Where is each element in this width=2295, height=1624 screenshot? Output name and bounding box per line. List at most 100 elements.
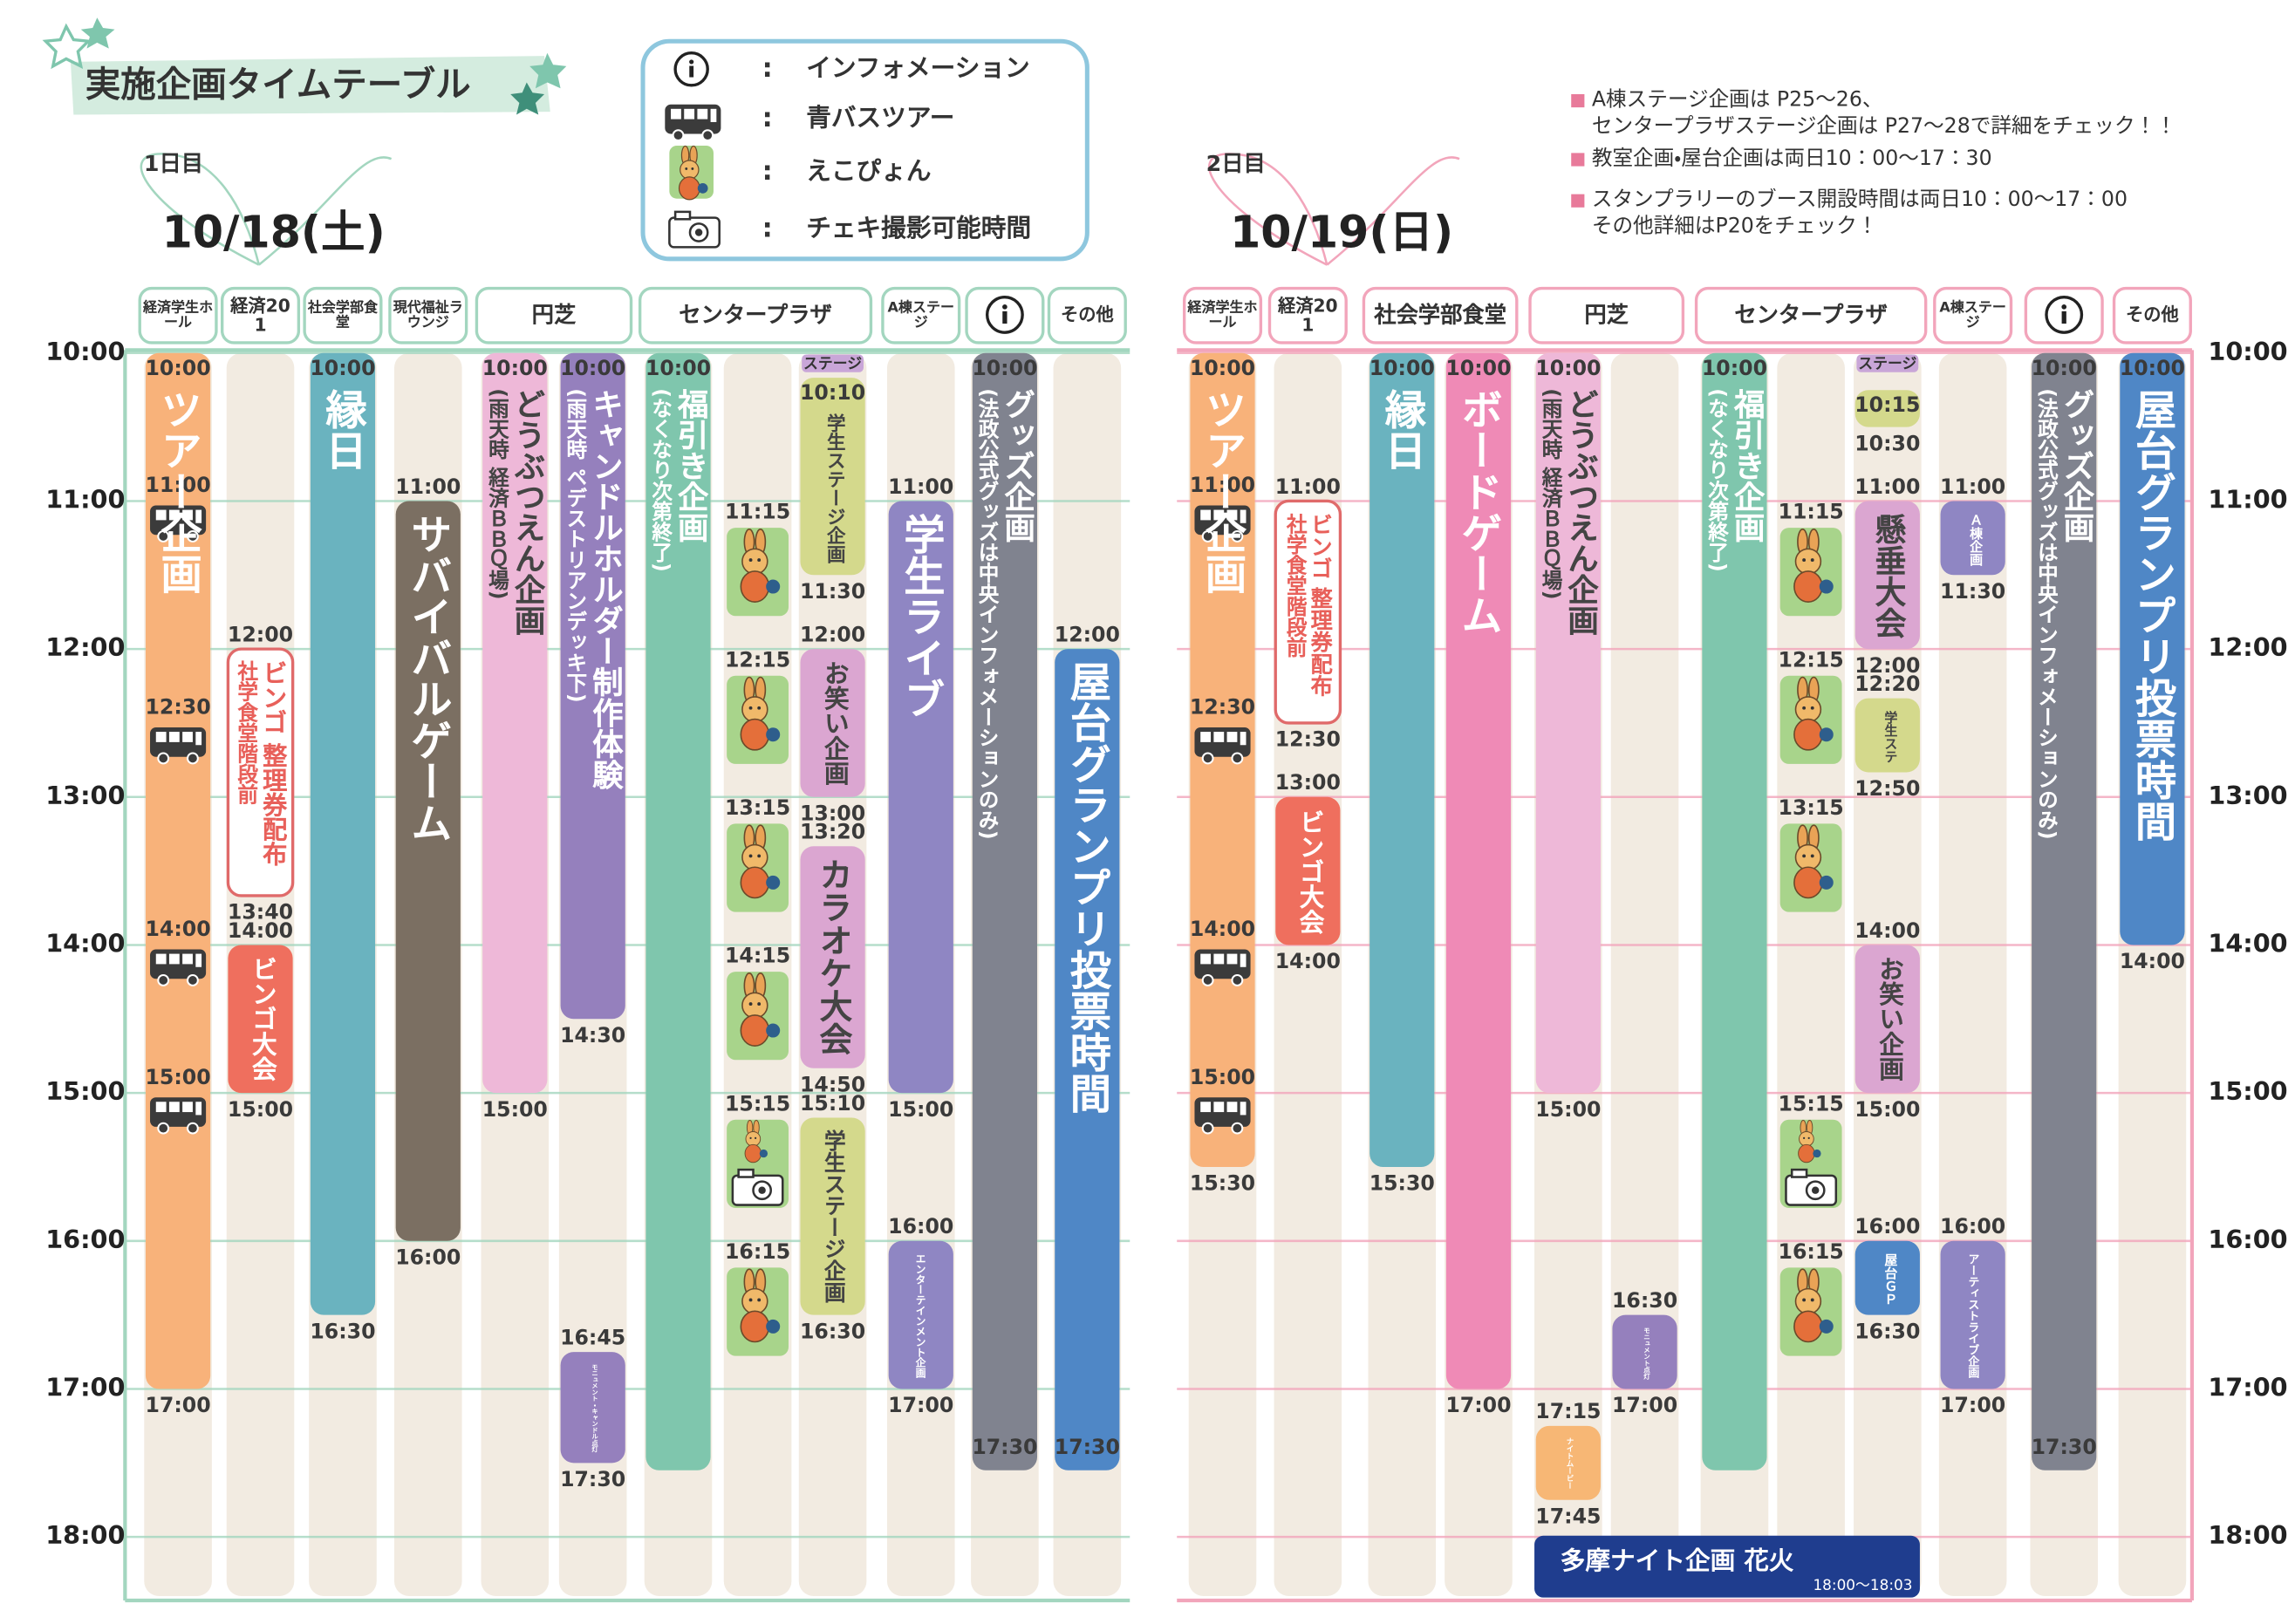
head <box>680 160 700 180</box>
ekopyon-figure <box>740 824 781 899</box>
event-title-box-box: ナイトムービー <box>1536 1437 1601 1491</box>
event-bar <box>482 352 548 1094</box>
time-axis-label: 13:00 <box>45 781 125 810</box>
ball <box>1813 1149 1821 1158</box>
ekopyon-figure <box>678 145 708 201</box>
bus-window <box>195 732 202 746</box>
stage-tag <box>802 354 864 372</box>
event-bar <box>800 378 865 576</box>
marker-time: 11:15 <box>725 500 790 524</box>
bus-icon <box>150 949 207 986</box>
marker-time: 12:30 <box>1190 695 1255 720</box>
bullet <box>1571 153 1585 167</box>
body <box>740 866 770 899</box>
event-time: 14:50 <box>800 1073 865 1097</box>
bus-wheel <box>157 752 170 765</box>
ball <box>1819 875 1834 890</box>
column-header <box>1182 286 1263 345</box>
ekopyon-figure <box>740 1268 781 1343</box>
note: A棟ステージ企画は P25～26、 センタープラザステージ企画は P27～28で… <box>1592 88 2176 138</box>
event-time: 11:00 <box>1940 474 2005 499</box>
head <box>1794 548 1822 575</box>
event-time: 17:30 <box>2032 1435 2097 1459</box>
day-date: 10/18(土) <box>162 206 386 257</box>
stage-label: ステージ <box>803 354 862 372</box>
event-title: 学生ステージ企画 <box>822 413 845 563</box>
eye <box>1810 854 1814 858</box>
event-title: グッズ企画 <box>2059 388 2096 543</box>
event-title: 縁日 <box>1378 388 1428 471</box>
event-title-box-box: Ａ棟企画 <box>1941 513 2005 566</box>
event-bar <box>1940 1240 2005 1389</box>
column-header-text: A棟ステージ <box>1939 299 2006 331</box>
event-time: 11:00 <box>1854 474 1920 499</box>
event-time: 12:00 <box>228 622 293 646</box>
bus-window <box>182 953 193 965</box>
legend-label: チェキ撮影可能時間 <box>806 213 1031 242</box>
column-header-label: A棟ステージ <box>1939 299 2006 331</box>
bus-wheel <box>701 129 714 142</box>
bus-wheel <box>187 530 199 542</box>
event-note: (雨天時 経済ＢＢＱ場) <box>485 388 509 600</box>
event-bar <box>1445 352 1512 1389</box>
event-title: ビンゴ大会 <box>1294 809 1323 934</box>
notes <box>1571 93 1585 208</box>
bus-wheel <box>157 1122 170 1135</box>
info-stem <box>689 65 694 78</box>
column-header-label: その他 <box>2126 304 2179 326</box>
event-title-box: 縁日 <box>320 388 369 470</box>
info-dot <box>689 59 694 65</box>
column-header <box>475 286 633 345</box>
event-title-box: お笑い企画 <box>1874 957 1903 1082</box>
event-bar <box>800 846 865 1068</box>
event-time: 12:00 <box>1055 622 1120 646</box>
event-title-box: 屋台グランプリ投票時間 <box>2129 388 2178 841</box>
event-time: 10:00 <box>1535 356 1601 380</box>
note-text: スタンプラリーのブース開設時間は両日10：00～17：00 その他詳細はP20を… <box>1591 188 2128 238</box>
stage-tag <box>1856 354 1919 372</box>
event-time: 15:00 <box>482 1097 548 1122</box>
column-header <box>1694 286 1928 345</box>
event-title-box: Ａ棟企画 <box>1941 513 2005 566</box>
bus-window <box>710 108 717 122</box>
column-header-text: 経済学生ホール <box>1187 300 1257 330</box>
marker-time: 12:15 <box>725 647 790 672</box>
body <box>1793 1310 1823 1343</box>
event-time: 12:20 <box>1854 672 1920 696</box>
bus-window <box>155 732 167 742</box>
column-header-text: その他 <box>2126 304 2179 326</box>
column-header-label: 経済学生ホール <box>142 299 214 331</box>
column-header-text-box: 円芝 <box>1533 290 1680 341</box>
ball <box>766 727 781 742</box>
star <box>80 17 115 49</box>
event-title: ツアー企画 <box>154 388 204 595</box>
event-note: (雨天時 経済ＢＢＱ場) <box>1539 388 1563 600</box>
bus-window <box>684 108 695 119</box>
event-title-box: どうぶつえん企画(雨天時 経済ＢＢＱ場) <box>485 388 546 635</box>
body <box>1798 1143 1815 1163</box>
event-title: 屋台ＧＰ <box>1881 1252 1896 1306</box>
ekopyon-figure <box>1793 676 1834 751</box>
marker-time: 15:15 <box>725 1091 790 1116</box>
event-time: 17:00 <box>1940 1393 2005 1417</box>
time-axis-label: 11:00 <box>2208 484 2287 514</box>
column-header-text: 現代福祉ラウンジ <box>393 300 463 330</box>
camera-lens-inner <box>758 1186 766 1194</box>
event-title-box-box: ボードゲーム <box>1446 388 1511 1380</box>
head <box>1794 696 1822 723</box>
marker-time: 16:15 <box>1779 1239 1844 1264</box>
eye <box>755 1136 757 1140</box>
event-title-box: アーティストライブ企画 <box>1967 1252 1980 1377</box>
event-title-box-box: グッズ企画 (法政公式グッズは中央インフォメーションのみ) <box>973 388 1037 1461</box>
eye <box>691 167 694 170</box>
event-title-box: モニュメント点灯 <box>1643 1327 1650 1379</box>
event-title-box-box: キャンドルホルダー制作体験 (雨天時 ペデストリアンデッキ下) <box>561 388 625 1010</box>
event-note: (法政公式グッズは中央インフォメーションのみ) <box>975 388 1000 840</box>
event-bar <box>888 501 953 1094</box>
column-header <box>220 286 301 345</box>
time-axis-label: 16:00 <box>45 1225 125 1254</box>
event-time: 10:00 <box>2032 356 2097 380</box>
column-header-text: 経済201 <box>230 297 290 334</box>
event-time: 11:00 <box>1275 474 1341 499</box>
bus-window <box>1200 732 1212 742</box>
